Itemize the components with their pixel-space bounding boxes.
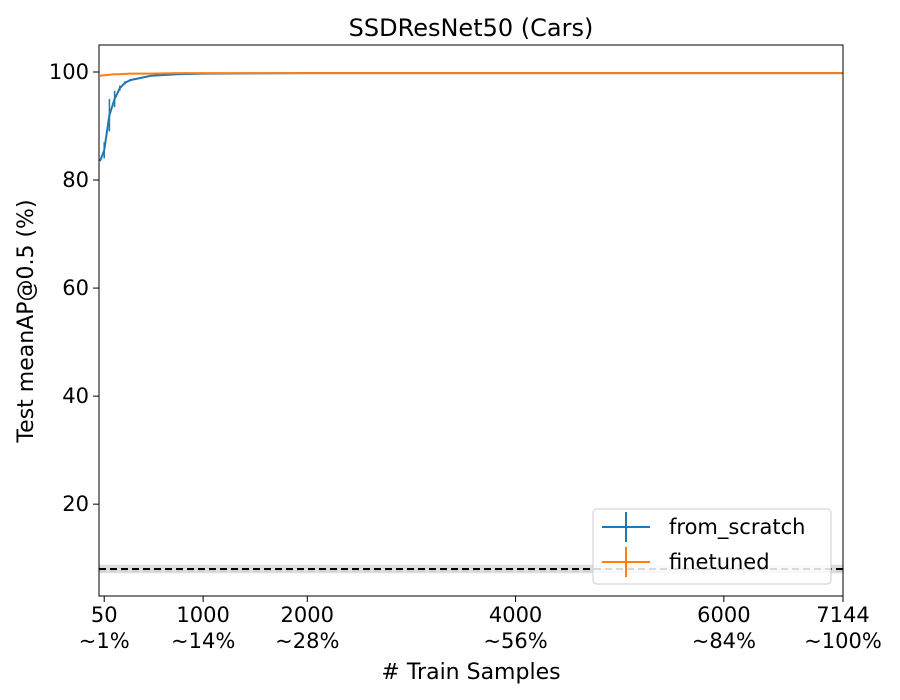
legend-label: finetuned	[669, 550, 770, 574]
y-tick-label: 80	[62, 168, 89, 192]
y-tick-label: 100	[49, 60, 89, 84]
chart-title: SSDResNet50 (Cars)	[349, 14, 594, 42]
legend: from_scratch finetuned	[592, 508, 832, 585]
x-axis-label: # Train Samples	[381, 660, 560, 685]
x-tick-label: 2000	[281, 603, 334, 627]
reference-band	[99, 564, 843, 574]
x-tick-label: 50	[91, 603, 118, 627]
x-tick-sublabel: ~28%	[275, 629, 339, 653]
x-tick-label: 7144	[816, 603, 869, 627]
plot-frame	[98, 44, 844, 597]
x-tick-sublabel: ~56%	[483, 629, 547, 653]
y-tick-label: 60	[62, 276, 89, 300]
y-axis-label: Test meanAP@0.5 (%)	[14, 199, 39, 443]
x-tick-sublabel: ~1%	[79, 629, 130, 653]
x-tick-sublabel: ~84%	[692, 629, 756, 653]
y-tick-label: 40	[62, 384, 89, 408]
legend-box	[592, 508, 832, 585]
x-tick-label: 1000	[176, 603, 229, 627]
legend-label: from_scratch	[669, 515, 805, 540]
plot-area: 20 40 60 80 100 50~1% 1000~14% 2000~28% 4000~56%…	[49, 44, 882, 653]
y-tick-label: 20	[62, 492, 89, 516]
x-tick-label: 4000	[489, 603, 542, 627]
series-line-finetuned	[99, 72, 843, 77]
x-tick-sublabel: ~100%	[804, 629, 882, 653]
x-tick-sublabel: ~14%	[171, 629, 235, 653]
x-tick-label: 6000	[697, 603, 750, 627]
